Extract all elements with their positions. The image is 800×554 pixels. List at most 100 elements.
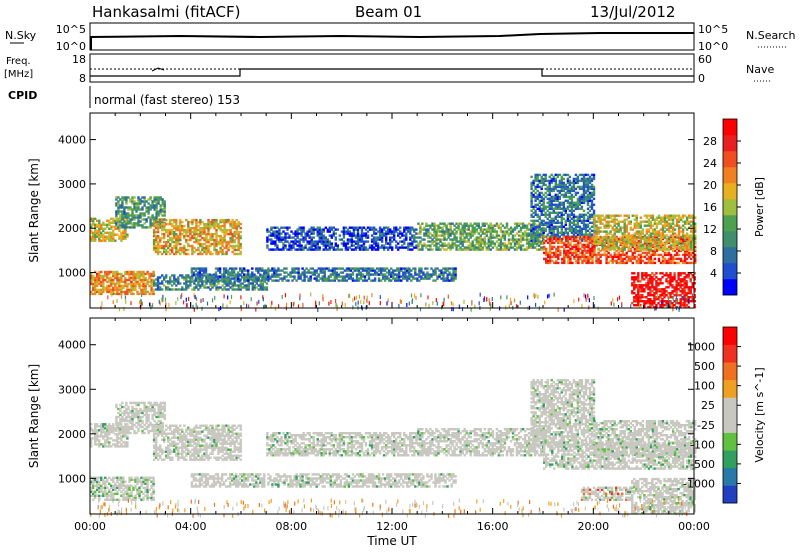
- power-cell: [564, 211, 567, 214]
- power-cell: [552, 203, 555, 206]
- power-cell: [627, 242, 630, 245]
- power-cell: [398, 267, 401, 270]
- power-cell: [305, 275, 308, 278]
- power-cell: [649, 222, 653, 225]
- power-cell: [267, 277, 270, 280]
- power-cell: [563, 261, 566, 265]
- power-cell: [222, 271, 226, 274]
- power-cell: [98, 219, 101, 222]
- power-cell: [129, 226, 132, 229]
- power-cell: [521, 234, 525, 237]
- power-cell: [552, 177, 555, 181]
- power-cell: [333, 267, 336, 270]
- power-cell: [369, 273, 373, 276]
- power-cell: [392, 277, 395, 280]
- power-cell: [549, 237, 552, 241]
- power-cell: [152, 220, 156, 224]
- power-cell: [573, 249, 576, 253]
- power-cell: [189, 232, 192, 236]
- power-cell: [215, 236, 218, 240]
- power-cell: [98, 288, 101, 292]
- power-cell: [501, 236, 505, 239]
- power-cell: [582, 227, 586, 230]
- power-cell: [334, 242, 337, 245]
- power-cell: [631, 251, 634, 255]
- power-cell: [517, 222, 521, 225]
- power-cell: [120, 239, 123, 242]
- power-cell: [163, 228, 166, 232]
- power-cell: [223, 230, 226, 234]
- power-cell: [590, 185, 594, 189]
- power-cell: [352, 234, 356, 237]
- power-cell: [559, 241, 562, 245]
- power-cell: [208, 279, 212, 282]
- power-cell: [108, 288, 111, 292]
- power-cell: [483, 244, 486, 247]
- power-cell: [360, 246, 364, 249]
- power-cell: [473, 238, 476, 241]
- power-cell: [536, 225, 539, 228]
- power-cell: [403, 242, 406, 245]
- power-cell: [667, 261, 671, 265]
- power-cell: [302, 228, 305, 231]
- power-cell: [673, 261, 677, 265]
- power-cell: [584, 185, 588, 189]
- power-cell: [177, 236, 180, 240]
- power-cell: [292, 240, 295, 243]
- power-cell: [552, 175, 555, 179]
- power-cell: [554, 221, 557, 224]
- power-cell: [505, 224, 509, 227]
- power-cell: [161, 208, 164, 211]
- power-cell: [550, 227, 553, 230]
- power-cell: [207, 226, 210, 230]
- power-cell: [441, 222, 444, 225]
- power-cell: [495, 224, 499, 227]
- power-cell: [694, 237, 697, 241]
- power-cell: [90, 229, 93, 232]
- power-cell: [179, 226, 182, 230]
- power-cell: [560, 239, 563, 242]
- power-cell: [534, 225, 537, 228]
- power-cell: [145, 200, 148, 203]
- power-cell: [411, 234, 414, 237]
- power-cell: [588, 233, 592, 236]
- power-cell: [173, 240, 176, 244]
- power-cell: [284, 234, 287, 237]
- power-cell: [221, 236, 224, 240]
- power-cell: [212, 273, 216, 276]
- power-cell: [205, 238, 208, 242]
- power-cell: [298, 240, 301, 243]
- power-cell: [189, 220, 192, 224]
- power-cell: [623, 228, 626, 231]
- power-cell: [382, 232, 386, 235]
- power-cell: [161, 280, 164, 283]
- power-cell: [633, 222, 636, 225]
- power-cell: [272, 242, 275, 245]
- power-cell: [267, 269, 270, 272]
- power-cell: [276, 234, 279, 237]
- power-cell: [637, 248, 640, 251]
- power-cell: [577, 261, 580, 265]
- power-cell: [629, 238, 632, 241]
- power-cell: [386, 271, 389, 274]
- power-cell: [276, 226, 279, 229]
- power-cell: [367, 271, 371, 274]
- power-cell: [405, 236, 408, 239]
- power-cell: [196, 275, 200, 278]
- nave-label: Nave: [746, 63, 774, 76]
- power-cell: [613, 232, 616, 235]
- power-cell: [431, 238, 434, 241]
- power-cell: [181, 228, 184, 232]
- power-cell: [568, 221, 572, 224]
- power-cell: [574, 219, 578, 222]
- power-cell: [237, 284, 240, 287]
- power-cell: [601, 246, 604, 249]
- power-cell: [378, 232, 382, 235]
- power-cell: [377, 273, 381, 276]
- power-cell: [477, 224, 480, 227]
- power-cell: [129, 220, 132, 223]
- power-cell: [221, 250, 224, 254]
- power-cell: [543, 247, 546, 251]
- power-cell: [370, 246, 374, 249]
- power-cell: [143, 196, 146, 199]
